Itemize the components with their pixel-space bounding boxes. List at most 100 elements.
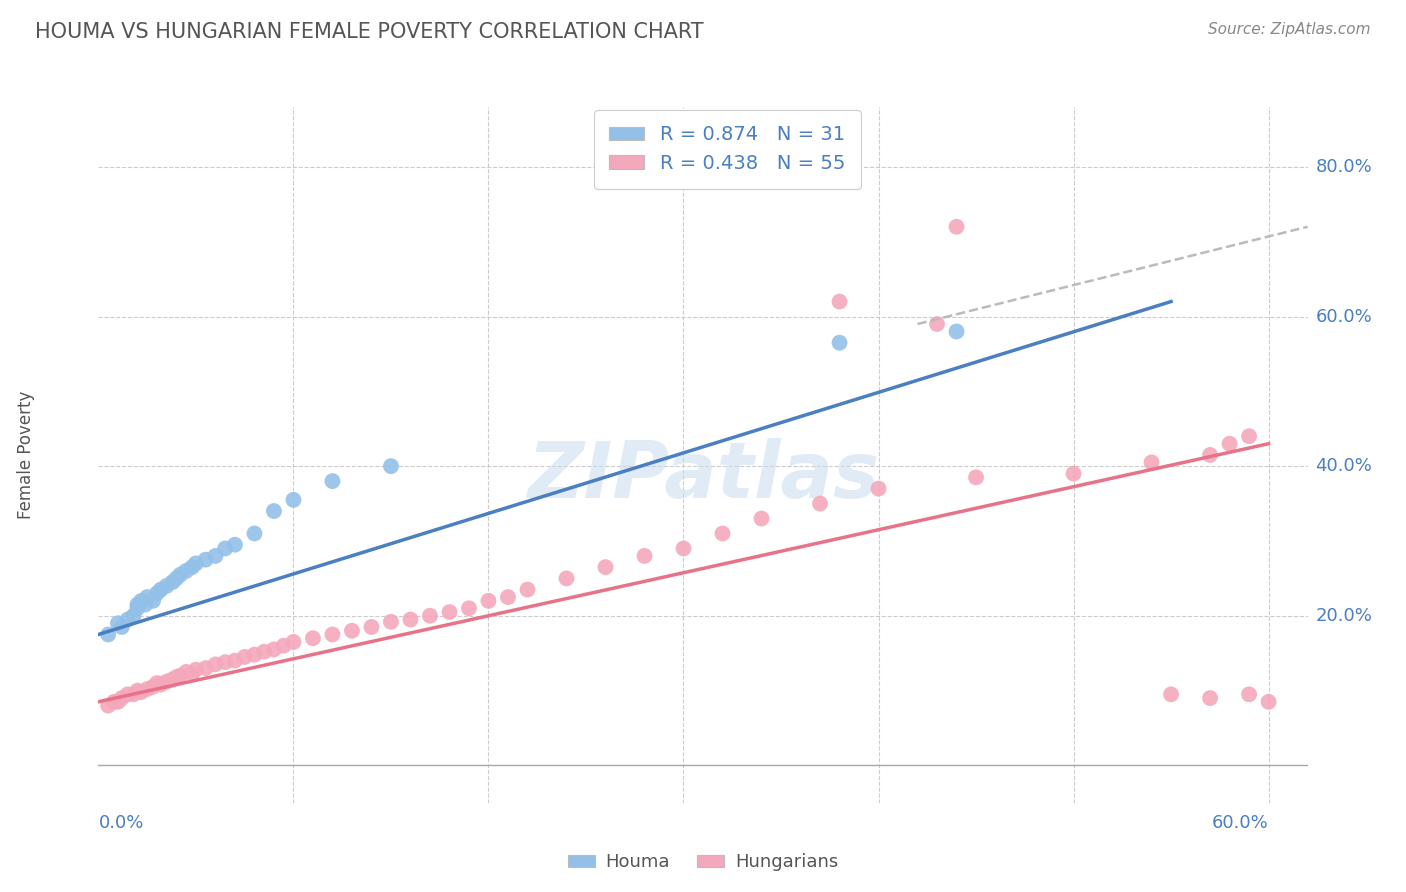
Point	[439, 605, 461, 619]
Point	[142, 680, 165, 694]
Point	[925, 317, 948, 331]
Text: Source: ZipAtlas.com: Source: ZipAtlas.com	[1208, 22, 1371, 37]
Point	[633, 549, 655, 563]
Point	[122, 687, 145, 701]
Point	[204, 657, 226, 672]
Point	[1199, 691, 1222, 706]
Point	[1063, 467, 1085, 481]
Point	[174, 665, 197, 679]
Point	[181, 560, 204, 574]
Point	[169, 668, 191, 682]
Point	[945, 219, 967, 234]
Point	[122, 608, 145, 623]
Point	[194, 661, 217, 675]
Text: 60.0%: 60.0%	[1212, 814, 1268, 832]
Point	[127, 601, 149, 615]
Point	[945, 325, 967, 339]
Point	[184, 557, 207, 571]
Point	[162, 673, 184, 687]
Point	[380, 615, 402, 629]
Point	[136, 590, 159, 604]
Point	[321, 474, 343, 488]
Point	[321, 627, 343, 641]
Text: 0.0%: 0.0%	[98, 814, 143, 832]
Point	[111, 691, 134, 706]
Point	[828, 335, 851, 350]
Point	[595, 560, 617, 574]
Point	[127, 683, 149, 698]
Point	[253, 645, 276, 659]
Text: 60.0%: 60.0%	[1316, 308, 1372, 326]
Point	[419, 608, 441, 623]
Point	[263, 642, 285, 657]
Point	[224, 654, 246, 668]
Point	[117, 613, 139, 627]
Point	[214, 541, 236, 556]
Point	[751, 511, 773, 525]
Point	[107, 616, 129, 631]
Point	[224, 538, 246, 552]
Point	[174, 564, 197, 578]
Point	[672, 541, 695, 556]
Point	[97, 627, 120, 641]
Point	[711, 526, 734, 541]
Point	[214, 655, 236, 669]
Point	[380, 459, 402, 474]
Point	[146, 676, 169, 690]
Point	[136, 682, 159, 697]
Point	[146, 586, 169, 600]
Point	[103, 695, 125, 709]
Point	[302, 631, 325, 645]
Point	[555, 571, 578, 585]
Point	[283, 492, 305, 507]
Text: 40.0%: 40.0%	[1316, 457, 1372, 475]
Point	[142, 594, 165, 608]
Point	[263, 504, 285, 518]
Point	[273, 639, 295, 653]
Point	[233, 649, 256, 664]
Point	[1237, 687, 1260, 701]
Point	[808, 497, 831, 511]
Point	[1219, 436, 1241, 450]
Point	[1140, 455, 1163, 469]
Point	[283, 635, 305, 649]
Text: 20.0%: 20.0%	[1316, 607, 1372, 624]
Text: 80.0%: 80.0%	[1316, 158, 1372, 176]
Point	[117, 687, 139, 701]
Point	[149, 677, 172, 691]
Point	[194, 552, 217, 566]
Point	[516, 582, 538, 597]
Point	[399, 613, 422, 627]
Point	[360, 620, 382, 634]
Point	[97, 698, 120, 713]
Point	[131, 685, 153, 699]
Point	[204, 549, 226, 563]
Point	[107, 695, 129, 709]
Point	[243, 526, 266, 541]
Point	[131, 594, 153, 608]
Point	[165, 670, 187, 684]
Point	[868, 482, 890, 496]
Point	[184, 663, 207, 677]
Point	[1257, 695, 1279, 709]
Point	[127, 598, 149, 612]
Point	[162, 575, 184, 590]
Text: ZIPatlas: ZIPatlas	[527, 438, 879, 514]
Legend: R = 0.874   N = 31, R = 0.438   N = 55: R = 0.874 N = 31, R = 0.438 N = 55	[593, 110, 860, 188]
Point	[243, 648, 266, 662]
Point	[458, 601, 481, 615]
Point	[156, 579, 179, 593]
Point	[477, 594, 499, 608]
Point	[1160, 687, 1182, 701]
Point	[169, 567, 191, 582]
Point	[965, 470, 987, 484]
Point	[828, 294, 851, 309]
Point	[111, 620, 134, 634]
Point	[181, 667, 204, 681]
Point	[134, 598, 156, 612]
Text: HOUMA VS HUNGARIAN FEMALE POVERTY CORRELATION CHART: HOUMA VS HUNGARIAN FEMALE POVERTY CORREL…	[35, 22, 704, 42]
Point	[1237, 429, 1260, 443]
Point	[496, 590, 519, 604]
Point	[1199, 448, 1222, 462]
Text: Female Poverty: Female Poverty	[17, 391, 35, 519]
